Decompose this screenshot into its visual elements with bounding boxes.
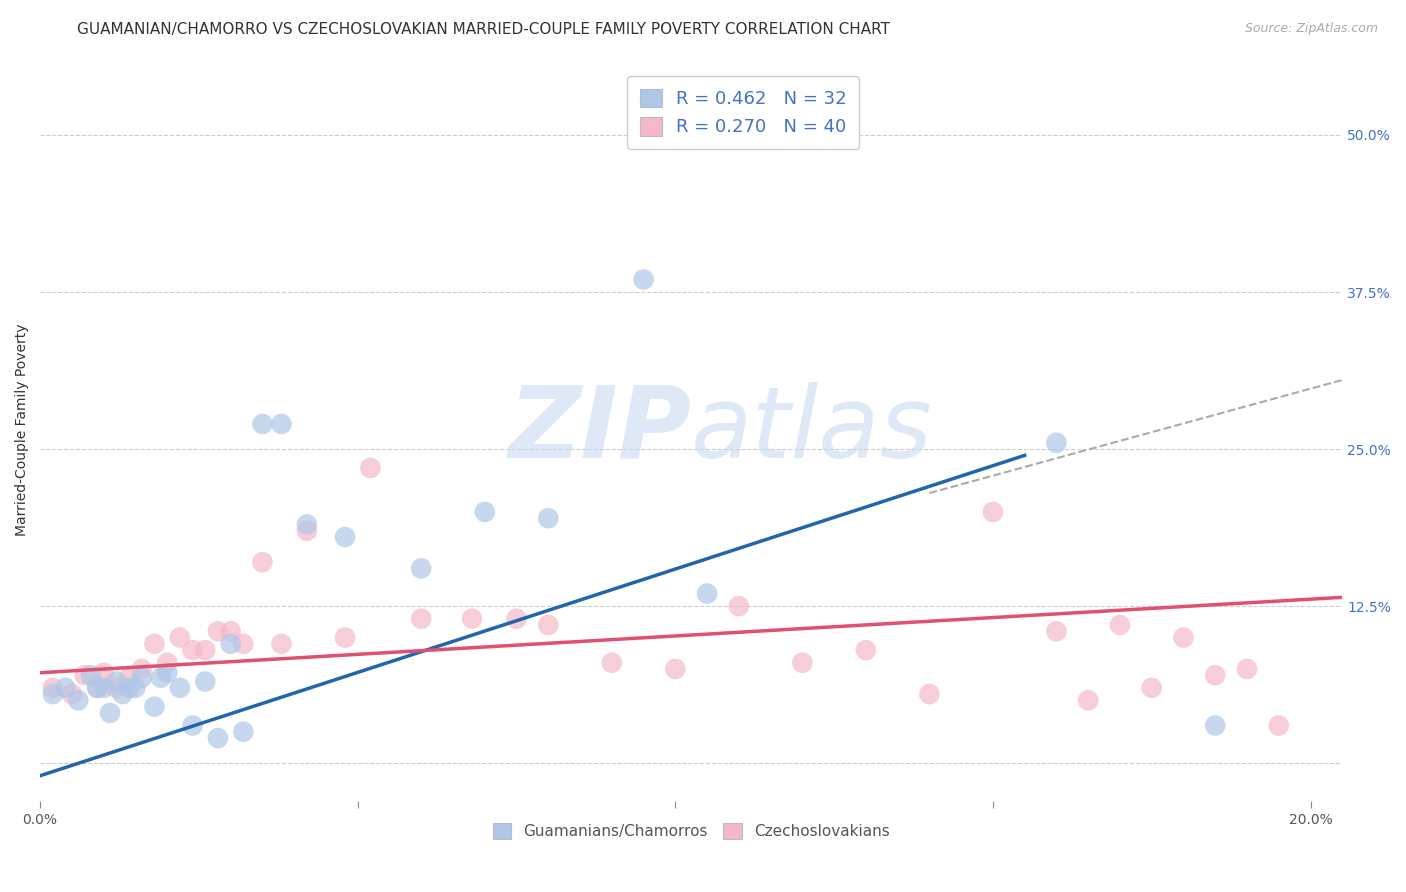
Point <box>505 612 527 626</box>
Point <box>474 505 496 519</box>
Point <box>411 612 433 626</box>
Point <box>143 699 166 714</box>
Point <box>411 561 433 575</box>
Point <box>359 461 381 475</box>
Point <box>93 665 115 680</box>
Text: Source: ZipAtlas.com: Source: ZipAtlas.com <box>1244 22 1378 36</box>
Point <box>664 662 686 676</box>
Point <box>93 681 115 695</box>
Point <box>333 530 356 544</box>
Point <box>131 662 153 676</box>
Point <box>1045 435 1067 450</box>
Point <box>633 272 655 286</box>
Point <box>118 671 141 685</box>
Point <box>270 417 292 431</box>
Point <box>156 656 179 670</box>
Point <box>194 643 217 657</box>
Point <box>855 643 877 657</box>
Point <box>67 693 90 707</box>
Point <box>1077 693 1099 707</box>
Point <box>86 681 108 695</box>
Point <box>252 555 274 569</box>
Point <box>169 681 191 695</box>
Text: GUAMANIAN/CHAMORRO VS CZECHOSLOVAKIAN MARRIED-COUPLE FAMILY POVERTY CORRELATION : GUAMANIAN/CHAMORRO VS CZECHOSLOVAKIAN MA… <box>77 22 890 37</box>
Point <box>1267 718 1289 732</box>
Point <box>207 731 229 745</box>
Point <box>124 681 146 695</box>
Point <box>232 637 254 651</box>
Point <box>131 671 153 685</box>
Point <box>1173 631 1195 645</box>
Point <box>1045 624 1067 639</box>
Point <box>1204 718 1226 732</box>
Point <box>98 706 121 720</box>
Point <box>696 586 718 600</box>
Point <box>600 656 623 670</box>
Text: atlas: atlas <box>692 382 932 479</box>
Point <box>111 687 134 701</box>
Text: ZIP: ZIP <box>508 382 692 479</box>
Point <box>252 417 274 431</box>
Point <box>55 681 77 695</box>
Point <box>156 665 179 680</box>
Point <box>181 643 204 657</box>
Point <box>792 656 814 670</box>
Point <box>118 681 141 695</box>
Point <box>105 674 128 689</box>
Point <box>60 687 83 701</box>
Point <box>270 637 292 651</box>
Point <box>727 599 749 614</box>
Point <box>181 718 204 732</box>
Point <box>73 668 96 682</box>
Point <box>1236 662 1258 676</box>
Point <box>918 687 941 701</box>
Point <box>219 637 242 651</box>
Point <box>295 524 318 538</box>
Point <box>1140 681 1163 695</box>
Point <box>143 637 166 651</box>
Point <box>194 674 217 689</box>
Legend: Guamanians/Chamorros, Czechoslovakians: Guamanians/Chamorros, Czechoslovakians <box>486 817 896 845</box>
Point <box>42 681 65 695</box>
Point <box>295 517 318 532</box>
Point <box>105 681 128 695</box>
Y-axis label: Married-Couple Family Poverty: Married-Couple Family Poverty <box>15 324 30 536</box>
Point <box>1204 668 1226 682</box>
Point <box>42 687 65 701</box>
Point <box>333 631 356 645</box>
Point <box>1109 618 1132 632</box>
Point <box>86 681 108 695</box>
Point <box>232 724 254 739</box>
Point <box>149 671 172 685</box>
Point <box>461 612 484 626</box>
Point <box>207 624 229 639</box>
Point <box>981 505 1004 519</box>
Point <box>537 618 560 632</box>
Point <box>219 624 242 639</box>
Point <box>537 511 560 525</box>
Point <box>169 631 191 645</box>
Point <box>80 668 103 682</box>
